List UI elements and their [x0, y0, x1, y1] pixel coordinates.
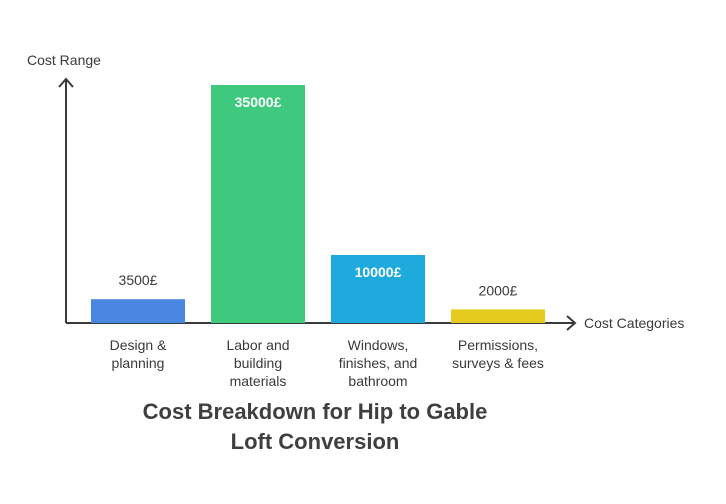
y-axis-label: Cost Range: [27, 52, 101, 68]
x-axis-label: Cost Categories: [584, 315, 684, 331]
y-axis-arrow: [58, 77, 74, 88]
value-label-4: 2000£: [479, 282, 518, 298]
category-label-2: building: [234, 355, 282, 371]
category-label-4: Permissions,: [458, 337, 538, 353]
bar-1: [91, 299, 185, 323]
bar-4: [451, 309, 545, 323]
category-labels-group: Design & planning Labor and building materia…: [110, 337, 544, 389]
bars-group: [91, 85, 545, 323]
category-label-1: Design &: [110, 337, 167, 353]
category-label-3: finishes, and: [339, 355, 418, 371]
chart-title-line-2: Loft Conversion: [231, 429, 400, 454]
category-label-2: Labor and: [226, 337, 289, 353]
x-axis-arrow: [566, 315, 577, 331]
category-label-2: materials: [230, 373, 287, 389]
value-label-2: 35000£: [235, 94, 282, 110]
chart-title-line-1: Cost Breakdown for Hip to Gable: [143, 399, 488, 424]
bar-2: [211, 85, 305, 323]
value-labels-group: 3500£ 35000£ 10000£ 2000£: [119, 94, 518, 298]
category-label-4: surveys & fees: [452, 355, 544, 371]
category-label-1: planning: [112, 355, 165, 371]
value-label-3: 10000£: [355, 264, 402, 280]
value-label-1: 3500£: [119, 272, 158, 288]
chart-title: Cost Breakdown for Hip to Gable Loft Conv…: [143, 399, 488, 454]
bar-3: [331, 255, 425, 323]
category-label-3: Windows,: [348, 337, 409, 353]
category-label-3: bathroom: [348, 373, 407, 389]
